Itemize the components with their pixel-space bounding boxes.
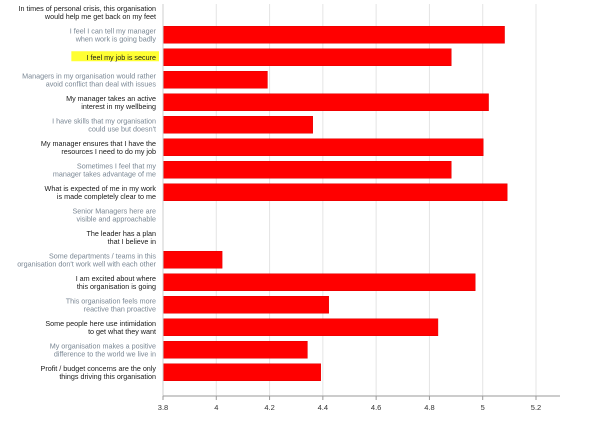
category-label-line1: In times of personal crisis, this organi…	[19, 4, 156, 13]
x-axis: 3.8 4 4.2 4.4 4.6 4.8 5 5.2	[158, 4, 560, 412]
category-label-line1: I have skills that my organisation	[52, 116, 156, 125]
bar	[163, 161, 452, 179]
category-label-line2: things driving this organisation	[59, 372, 156, 381]
bar	[163, 48, 452, 66]
category-label-line1: Senior Managers here are	[72, 206, 156, 215]
category-label-line2: organisation don't work well with each o…	[17, 259, 156, 268]
bar	[163, 26, 505, 44]
category-label-line1: My manager ensures that I have the	[41, 139, 156, 148]
bar	[163, 273, 476, 291]
x-tick-label: 4	[214, 403, 218, 412]
x-tick-label: 5	[481, 403, 485, 412]
category-label-line2: is made completely clear to me	[57, 192, 156, 201]
category-label-line1: I am excited about where	[76, 274, 156, 283]
category-label-line2: to get what they want	[88, 327, 156, 336]
bar	[163, 116, 313, 134]
category-label-line1: This organisation feels more	[66, 296, 156, 305]
category-label-line1: Some people here use intimidation	[45, 319, 156, 328]
category-label-line2: avoid conflict than deal with issues	[46, 79, 157, 88]
bar	[163, 251, 223, 269]
category-label-line1: Profit / budget concerns are the only	[41, 364, 157, 373]
category-label-line1: What is expected of me in my work	[45, 184, 157, 193]
bar	[163, 318, 439, 336]
x-tick-label: 4.2	[264, 403, 274, 412]
category-label: I feel my job is secure	[86, 53, 156, 62]
category-label-line2: when work is going badly	[75, 34, 157, 43]
category-label-line2: visible and approachable	[76, 214, 156, 223]
category-label-line2: manager takes advantage of me	[53, 169, 156, 178]
bar	[163, 71, 268, 89]
label-highlight	[71, 51, 159, 62]
category-label-line2: difference to the world we live in	[54, 349, 156, 358]
category-label-line1: Some departments / teams in this	[49, 251, 156, 260]
bar	[163, 93, 489, 111]
bar	[163, 341, 308, 359]
category-label-line1: Managers in my organisation would rather	[22, 71, 156, 80]
category-label-line1: The leader has a plan	[86, 229, 156, 238]
x-tick-label: 4.4	[318, 403, 328, 412]
category-label-line2: that I believe in	[108, 237, 156, 246]
x-tick-label: 4.6	[371, 403, 381, 412]
category-label-line1: My organisation makes a positive	[50, 341, 156, 350]
category-label-line1: I feel I can tell my manager	[70, 26, 157, 35]
category-label-line2: resources I need to do my job	[61, 147, 156, 156]
x-tick-label: 4.8	[424, 403, 434, 412]
bar	[163, 296, 329, 314]
category-label-line2: reactive than proactive	[84, 304, 156, 313]
category-labels: In times of personal crisis, this organi…	[17, 4, 159, 381]
bar	[163, 183, 508, 201]
category-label-line2: could use but doesn't	[88, 124, 156, 133]
category-label-line2: would help me get back on my feet	[44, 12, 156, 21]
bar	[163, 138, 484, 156]
x-tick-label: 3.8	[158, 403, 168, 412]
x-tick-label: 5.2	[531, 403, 541, 412]
category-label-line1: My manager takes an active	[66, 94, 156, 103]
category-label-line2: this organisation is going	[77, 282, 156, 291]
bars	[163, 26, 508, 381]
category-label-line2: interest in my wellbeing	[81, 102, 156, 111]
bar	[163, 363, 321, 381]
category-label-line1: Sometimes I feel that my	[77, 161, 156, 170]
